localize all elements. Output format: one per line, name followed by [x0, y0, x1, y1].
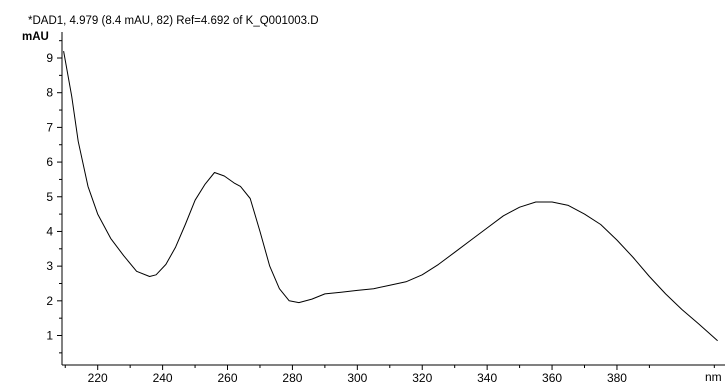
- x-axis-unit-label: nm: [705, 370, 722, 384]
- x-tick-label: 320: [412, 371, 432, 385]
- x-tick-label: 360: [542, 371, 562, 385]
- y-tick-label: 9: [46, 51, 53, 65]
- x-axis-ticks: 220 240 260 280 300 320 340 360 380: [64, 365, 715, 385]
- x-tick-label: 280: [282, 371, 302, 385]
- y-tick-label: 5: [46, 190, 53, 204]
- spectrum-line: [63, 51, 718, 342]
- y-tick-label: 7: [46, 120, 53, 134]
- x-tick-label: 300: [347, 371, 367, 385]
- y-tick-label: 3: [46, 259, 53, 273]
- y-axis-ticks: 1 2 3 4 5 6 7 8 9: [46, 40, 62, 354]
- x-tick-label: 340: [477, 371, 497, 385]
- y-axis-unit-label: mAU: [22, 31, 49, 43]
- x-tick-label: 220: [88, 371, 108, 385]
- y-tick-label: 6: [46, 155, 53, 169]
- y-tick-label: 4: [46, 224, 53, 238]
- x-tick-label: 380: [607, 371, 627, 385]
- plot-area: [63, 51, 718, 342]
- x-tick-label: 260: [217, 371, 237, 385]
- y-tick-label: 8: [46, 86, 53, 100]
- chart-title: *DAD1, 4.979 (8.4 mAU, 82) Ref=4.692 of …: [28, 15, 319, 27]
- x-tick-label: 240: [153, 371, 173, 385]
- y-tick-label: 1: [46, 329, 53, 343]
- y-tick-label: 2: [46, 294, 53, 308]
